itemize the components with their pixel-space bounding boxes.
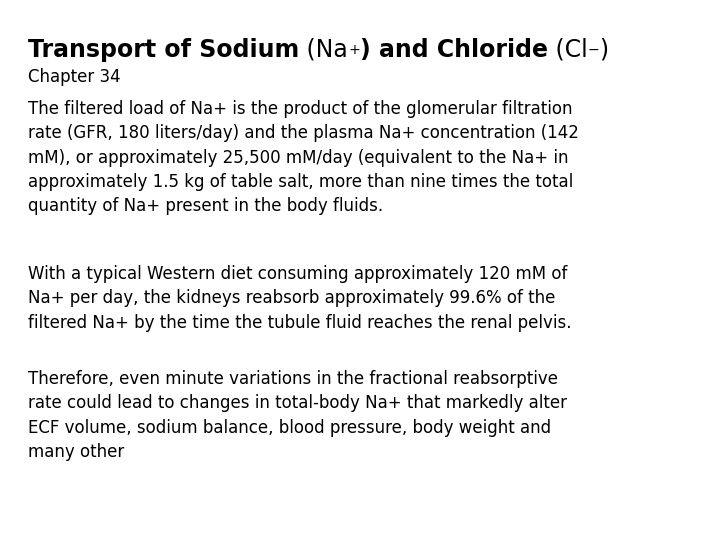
Text: With a typical Western diet consuming approximately 120 mM of
Na+ per day, the k: With a typical Western diet consuming ap… — [28, 265, 572, 332]
Text: Transport of Sodium: Transport of Sodium — [28, 38, 300, 62]
Text: ): ) — [600, 38, 608, 62]
Text: (Cl: (Cl — [548, 38, 588, 62]
Text: +: + — [348, 43, 360, 57]
Text: −: − — [588, 43, 600, 57]
Text: ) and Chloride: ) and Chloride — [360, 38, 548, 62]
Text: Therefore, even minute variations in the fractional reabsorptive
rate could lead: Therefore, even minute variations in the… — [28, 370, 567, 461]
Text: (Na: (Na — [300, 38, 348, 62]
Text: Chapter 34: Chapter 34 — [28, 68, 121, 86]
Text: The filtered load of Na+ is the product of the glomerular filtration
rate (GFR, : The filtered load of Na+ is the product … — [28, 100, 579, 215]
